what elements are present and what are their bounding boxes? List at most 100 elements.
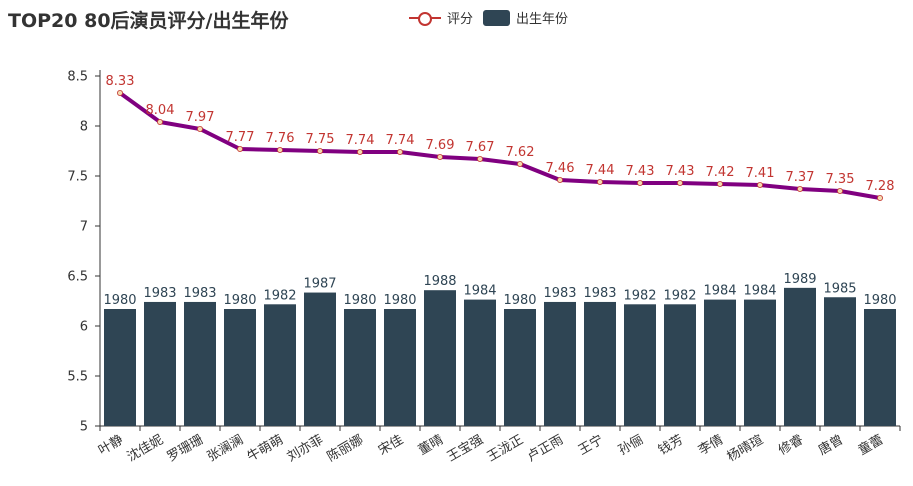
bar-data-label: 1983 bbox=[543, 286, 576, 301]
x-tick-label: 钱芳 bbox=[656, 432, 686, 458]
score-data-label: 7.75 bbox=[306, 132, 335, 147]
x-tick-label: 卢正雨 bbox=[524, 432, 566, 465]
y-tick-label: 5.5 bbox=[67, 370, 88, 385]
score-point[interactable] bbox=[436, 153, 443, 160]
chart-title: TOP20 80后演员评分/出生年份 bbox=[8, 10, 289, 32]
bar-data-label: 1980 bbox=[223, 293, 256, 308]
score-point[interactable] bbox=[877, 194, 884, 201]
bar-data-label: 1980 bbox=[383, 293, 416, 308]
x-tick-label: 罗珊珊 bbox=[165, 432, 206, 464]
score-point[interactable] bbox=[356, 148, 363, 155]
bar-birth-year[interactable] bbox=[624, 304, 656, 426]
x-tick-label: 童蕾 bbox=[855, 432, 886, 459]
legend-bar-swatch-icon bbox=[483, 9, 511, 26]
score-data-label: 7.35 bbox=[826, 172, 855, 187]
y-tick-label: 7.5 bbox=[67, 170, 88, 185]
score-data-label: 7.44 bbox=[586, 163, 615, 178]
bar-birth-year[interactable] bbox=[304, 292, 336, 426]
bar-birth-year[interactable] bbox=[824, 297, 856, 426]
bar-birth-year[interactable] bbox=[504, 309, 536, 426]
legend-line-marker-icon bbox=[409, 11, 441, 26]
legend-item-bar[interactable]: 出生年份 bbox=[483, 8, 568, 27]
legend-label-bar: 出生年份 bbox=[516, 12, 569, 27]
bar-birth-year[interactable] bbox=[864, 309, 896, 426]
bar-birth-year[interactable] bbox=[384, 309, 416, 426]
bar-birth-year[interactable] bbox=[344, 309, 376, 426]
x-tick-label: 陈丽娜 bbox=[324, 432, 366, 465]
score-point[interactable] bbox=[597, 178, 604, 185]
score-point[interactable] bbox=[837, 187, 844, 194]
x-tick-label: 王宁 bbox=[575, 432, 606, 459]
bar-birth-year[interactable] bbox=[584, 301, 616, 426]
bar-birth-year[interactable] bbox=[784, 287, 816, 426]
x-tick-label: 杨晴瑄 bbox=[725, 432, 766, 464]
bar-data-label: 1983 bbox=[183, 286, 216, 301]
bar-birth-year[interactable] bbox=[144, 301, 176, 426]
score-data-label: 7.77 bbox=[226, 130, 255, 145]
y-tick-label: 5 bbox=[80, 420, 88, 435]
bar-birth-year[interactable] bbox=[704, 299, 736, 426]
x-tick-label: 王泷正 bbox=[485, 432, 526, 464]
bar-data-label: 1980 bbox=[863, 293, 896, 308]
y-tick-label: 8 bbox=[80, 120, 88, 135]
bar-birth-year[interactable] bbox=[544, 301, 576, 426]
bar-birth-year[interactable] bbox=[664, 304, 696, 426]
score-data-label: 7.74 bbox=[346, 133, 375, 148]
score-point[interactable] bbox=[396, 148, 403, 155]
score-point[interactable] bbox=[196, 126, 203, 133]
x-tick-label: 李倩 bbox=[696, 432, 726, 458]
bar-birth-year[interactable] bbox=[744, 299, 776, 426]
score-point[interactable] bbox=[797, 185, 804, 192]
score-point[interactable] bbox=[637, 179, 644, 186]
bar-birth-year[interactable] bbox=[224, 309, 256, 426]
bar-data-label: 1988 bbox=[423, 274, 456, 289]
score-data-label: 7.62 bbox=[506, 145, 535, 160]
y-tick-label: 8.5 bbox=[67, 70, 88, 85]
score-data-label: 7.37 bbox=[786, 170, 815, 185]
score-point[interactable] bbox=[517, 160, 524, 167]
bar-data-label: 1984 bbox=[703, 284, 736, 299]
legend-item-line[interactable]: 评分 bbox=[409, 8, 473, 27]
score-point[interactable] bbox=[557, 176, 564, 183]
bar-data-label: 1985 bbox=[823, 281, 856, 296]
score-data-label: 7.41 bbox=[746, 166, 775, 181]
x-tick-label: 刘亦菲 bbox=[284, 432, 326, 465]
score-point[interactable] bbox=[316, 147, 323, 154]
x-tick-label: 修睿 bbox=[776, 432, 806, 458]
x-tick-label: 牛萌萌 bbox=[245, 432, 286, 464]
score-data-label: 7.46 bbox=[546, 161, 575, 176]
score-point[interactable] bbox=[717, 180, 724, 187]
bar-birth-year[interactable] bbox=[464, 299, 496, 426]
x-tick-label: 孙俪 bbox=[616, 432, 646, 458]
score-data-label: 7.43 bbox=[666, 164, 695, 179]
bar-birth-year[interactable] bbox=[264, 304, 296, 426]
score-data-label: 7.69 bbox=[426, 138, 455, 153]
bar-data-label: 1980 bbox=[343, 293, 376, 308]
score-point[interactable] bbox=[156, 119, 163, 126]
bar-data-label: 1982 bbox=[623, 288, 656, 303]
chart-legend: 评分 出生年份 bbox=[409, 8, 578, 27]
score-point[interactable] bbox=[117, 90, 124, 97]
score-point[interactable] bbox=[476, 155, 483, 162]
bar-birth-year[interactable] bbox=[424, 290, 456, 426]
score-point[interactable] bbox=[236, 145, 243, 152]
bar-data-label: 1983 bbox=[143, 286, 176, 301]
x-tick-label: 叶静 bbox=[96, 432, 126, 458]
score-point[interactable] bbox=[677, 179, 684, 186]
x-tick-label: 唐曾 bbox=[815, 432, 846, 459]
bar-data-label: 1980 bbox=[503, 293, 536, 308]
bar-data-label: 1980 bbox=[103, 293, 136, 308]
score-point[interactable] bbox=[276, 146, 283, 153]
x-tick-label: 张澜澜 bbox=[205, 432, 246, 464]
score-data-label: 7.43 bbox=[626, 164, 655, 179]
x-tick-label: 王宝强 bbox=[445, 432, 486, 464]
score-point[interactable] bbox=[757, 181, 764, 188]
score-data-label: 7.74 bbox=[386, 133, 415, 148]
bar-birth-year[interactable] bbox=[104, 309, 136, 426]
score-data-label: 7.42 bbox=[706, 165, 735, 180]
score-data-label: 8.04 bbox=[146, 103, 175, 118]
bar-data-label: 1982 bbox=[263, 288, 296, 303]
bar-birth-year[interactable] bbox=[184, 301, 216, 426]
bar-data-label: 1982 bbox=[663, 288, 696, 303]
